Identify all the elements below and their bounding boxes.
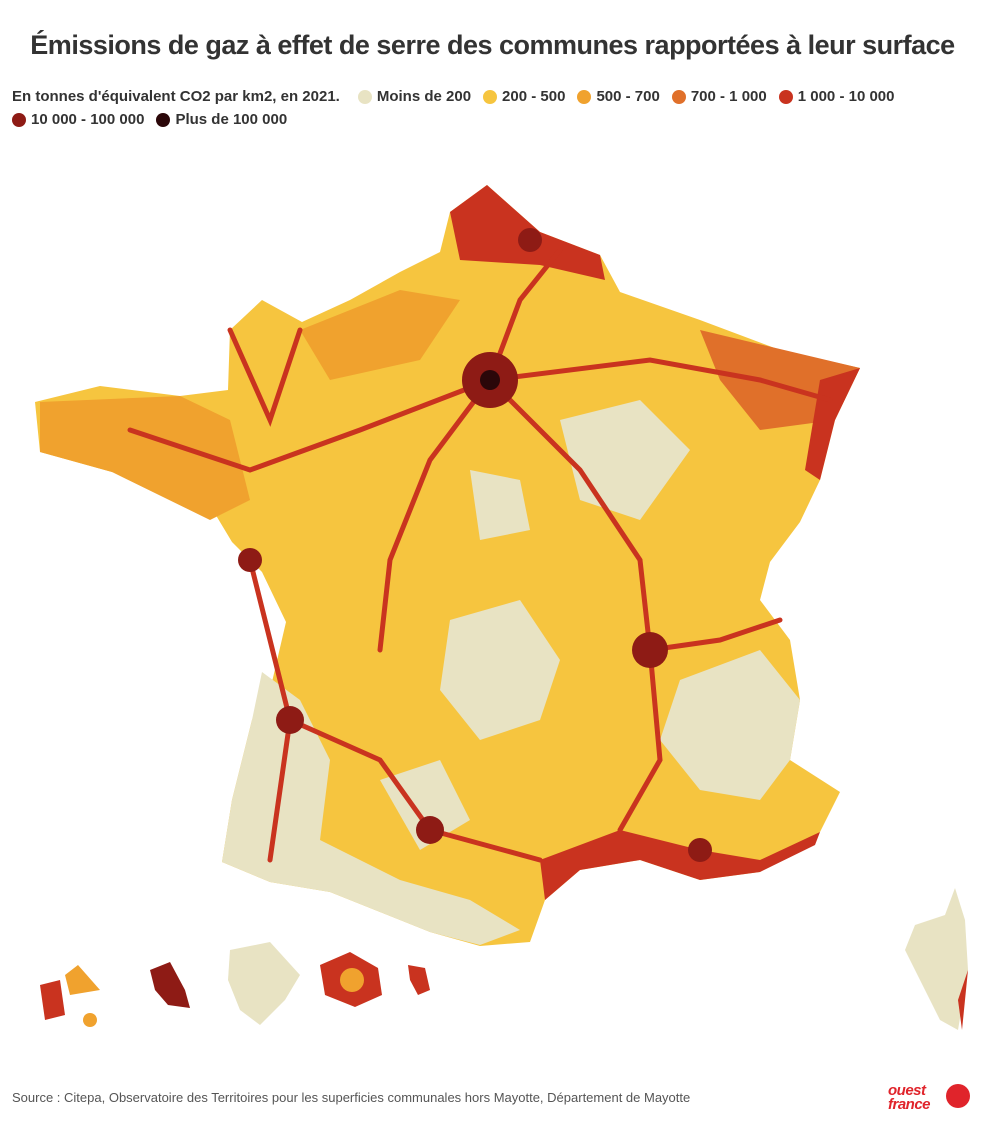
legend-label: 10 000 - 100 000: [31, 111, 145, 128]
martinique: [150, 962, 190, 1008]
logo: ouest france: [888, 1080, 978, 1116]
legend-item: Plus de 100 000: [156, 111, 287, 128]
legend-swatch: [483, 89, 498, 104]
source: Source : Citepa, Observatoire des Territ…: [12, 1090, 691, 1105]
legend-item: 1 000 - 10 000: [778, 88, 895, 105]
legend-label: 200 - 500: [502, 88, 566, 105]
legend-item: 700 - 1 000: [671, 88, 767, 105]
legend-item: 10 000 - 100 000: [12, 111, 144, 128]
legend: En tonnes d'équivalent CO2 par km2, en 2…: [12, 88, 912, 128]
legend-label: Moins de 200: [376, 88, 472, 105]
guadeloupe: [40, 980, 65, 1020]
legend-label: 1 000 - 10 000: [797, 88, 895, 105]
marie-galante: [83, 1013, 97, 1027]
corridor: [487, 377, 663, 833]
guyane: [228, 942, 300, 1025]
light-zone: [222, 672, 520, 945]
corsica: [905, 888, 968, 1030]
mid-zone: [40, 396, 250, 520]
light-zone: [440, 600, 560, 740]
legend-swatch: [778, 89, 793, 104]
corridor: [487, 247, 563, 383]
corridor: [287, 717, 543, 863]
corridor: [127, 377, 493, 473]
city-lyon: [632, 632, 668, 668]
city-bordeaux: [276, 706, 304, 734]
corridor: [647, 617, 783, 653]
high-zone: [540, 830, 820, 900]
light-zone: [470, 470, 530, 540]
legend-swatch: [12, 112, 26, 127]
mainland: [35, 185, 860, 946]
corridor: [227, 327, 303, 427]
legend-label: 700 - 1 000: [690, 88, 767, 105]
legend-swatch: [156, 112, 171, 127]
legend-label: 500 - 700: [596, 88, 660, 105]
corridors: [127, 247, 833, 863]
city-lille: [518, 228, 542, 252]
corridor: [487, 357, 833, 403]
light-zone: [660, 650, 800, 800]
subtitle: En tonnes d'équivalent CO2 par km2, en 2…: [12, 88, 340, 105]
title: Émissions de gaz à effet de serre des co…: [30, 30, 955, 60]
city-nantes: [238, 548, 262, 572]
legend-label: Plus de 100 000: [175, 111, 288, 128]
reunion-center: [340, 968, 364, 992]
mid-zone: [300, 290, 460, 380]
light-zone: [380, 760, 470, 850]
legend-swatch: [671, 89, 686, 104]
corridor: [377, 377, 493, 653]
corsica-coast: [958, 970, 968, 1030]
city-paris-core: [480, 370, 500, 390]
logo-mark: [946, 1084, 970, 1108]
logo-word: france: [888, 1096, 931, 1113]
legend-swatch: [357, 89, 372, 104]
legend-item: Moins de 200: [357, 88, 472, 105]
map: [35, 185, 968, 1030]
legend-item: 500 - 700: [577, 88, 660, 105]
logo-word: ouest: [888, 1082, 926, 1099]
legend-item: 200 - 500: [483, 88, 565, 105]
city-toulouse: [416, 816, 444, 844]
legend-swatch: [577, 89, 592, 104]
city-marseille: [688, 838, 712, 862]
mayotte: [408, 965, 430, 995]
guadeloupe-east: [65, 965, 100, 995]
